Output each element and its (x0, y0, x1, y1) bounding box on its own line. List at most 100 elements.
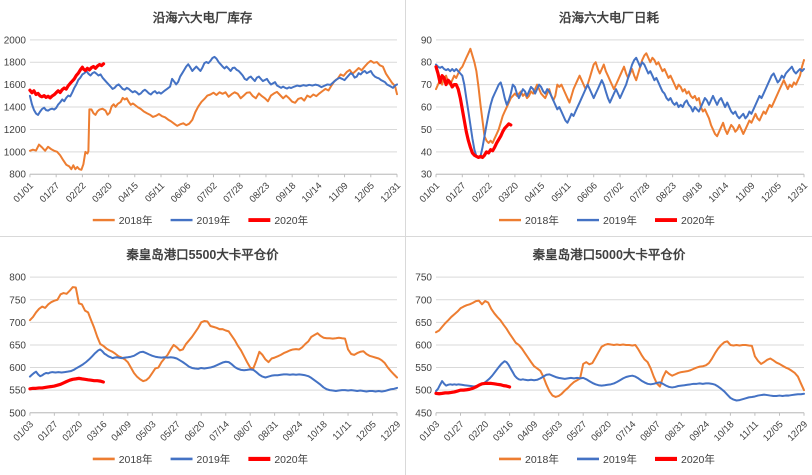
legend-label-2018: 2018年 (119, 453, 153, 466)
y-tick-label: 2000 (4, 35, 27, 46)
legend-label-2018: 2018年 (525, 214, 559, 227)
y-tick-label: 40 (421, 147, 433, 158)
x-tick-label: 08/31 (256, 419, 281, 444)
x-tick-label: 12/05 (354, 419, 379, 444)
legend-label-2018: 2018年 (525, 453, 559, 466)
inventory-chart: 沿海六大电厂库存 800 1000 1200 1400 1600 1800 2000 01/0… (4, 10, 403, 227)
y-tick-label: 1000 (4, 147, 27, 158)
legend-label-2019: 2019年 (197, 453, 231, 466)
y-tick-label: 70 (421, 80, 433, 91)
legend-label-2018: 2018年 (119, 214, 153, 227)
y-tick-label: 30 (421, 170, 433, 181)
chart-legend: 2018年 2019年 2020年 (92, 453, 308, 466)
x-tick-label: 12/29 (786, 419, 811, 444)
x-tick-label: 07/14 (614, 419, 639, 444)
y-tick-label: 750 (9, 295, 26, 306)
x-tick-label: 01/01 (418, 181, 443, 205)
x-tick-label: 09/24 (687, 419, 712, 444)
series-line-2019年 (435, 56, 805, 159)
y-tick-label: 600 (415, 340, 432, 351)
x-tick-label: 08/23 (248, 181, 273, 205)
x-tick-label: 06/20 (183, 419, 208, 444)
x-tick-label: 04/15 (116, 181, 141, 205)
chart-title: 沿海六大电厂日耗 (558, 10, 659, 25)
x-tick-label: 02/20 (60, 419, 85, 444)
legend-label-2020: 2020年 (681, 214, 715, 227)
y-tick-label: 550 (415, 363, 432, 374)
x-tick-label: 04/15 (523, 181, 548, 205)
x-tick-label: 12/31 (379, 181, 404, 205)
x-tick-label: 12/05 (352, 181, 377, 205)
y-tick-label: 1600 (4, 80, 27, 91)
x-tick-label: 10/14 (300, 181, 325, 205)
x-tick-label: 12/31 (786, 181, 811, 205)
x-tick-label: 01/27 (442, 419, 467, 444)
x-tick-label: 06/20 (589, 419, 614, 444)
legend-label-2019: 2019年 (603, 214, 637, 227)
x-tick-label: 07/28 (221, 181, 246, 205)
chart-panel-inventory: 沿海六大电厂库存 800 1000 1200 1400 1600 1800 2000 01/0… (0, 0, 406, 237)
y-tick-label: 450 (415, 408, 432, 419)
series-line-2018年 (28, 59, 399, 171)
x-tick-label: 02/22 (64, 181, 89, 205)
x-tick-label: 08/31 (663, 419, 688, 444)
x-tick-label: 02/22 (470, 181, 495, 205)
legend-label-2020: 2020年 (274, 214, 308, 227)
x-tick-label: 05/03 (540, 419, 565, 444)
x-tick-label: 11/11 (737, 419, 761, 443)
y-tick-label: 650 (415, 318, 432, 329)
x-tick-label: 10/18 (712, 419, 737, 444)
legend-label-2019: 2019年 (197, 214, 231, 227)
x-tick-label: 09/18 (680, 181, 705, 205)
chart-title: 秦皇岛港口5000大卡平仓价 (532, 247, 686, 262)
y-tick-label: 500 (9, 408, 26, 419)
y-tick-label: 750 (415, 273, 432, 284)
x-tick-label: 09/18 (274, 181, 299, 205)
x-tick-label: 08/23 (654, 181, 679, 205)
x-tick-label: 06/06 (575, 181, 600, 205)
x-tick-label: 03/16 (491, 419, 516, 444)
x-tick-label: 12/05 (761, 419, 786, 444)
x-tick-label: 09/24 (281, 419, 306, 444)
x-tick-label: 05/11 (549, 181, 573, 205)
x-tick-label: 05/27 (158, 419, 183, 444)
x-tick-label: 12/29 (379, 419, 404, 444)
y-tick-label: 600 (9, 363, 26, 374)
x-tick-label: 11/09 (733, 181, 757, 205)
y-tick-label: 700 (415, 295, 432, 306)
x-tick-label: 01/01 (12, 181, 37, 205)
plot-area: 450 500 550 600 650 700 750 01/03 01/27 02/20 03/1… (415, 273, 810, 444)
x-tick-label: 06/06 (169, 181, 194, 205)
plot-area: 800 1000 1200 1400 1600 1800 2000 01/01 01/27 02/… (4, 35, 403, 205)
legend-label-2019: 2019年 (603, 453, 637, 466)
x-tick-label: 01/27 (38, 181, 63, 205)
y-tick-label: 800 (9, 170, 26, 181)
chart-panel-daily-consumption: 沿海六大电厂日耗 30 40 50 60 70 80 90 01/01 01/27 02/22 03… (406, 0, 812, 237)
chart-legend: 2018年 2019年 2020年 (92, 214, 308, 227)
x-tick-label: 07/28 (628, 181, 653, 205)
x-tick-label: 08/07 (232, 419, 257, 444)
y-tick-label: 80 (421, 58, 433, 69)
x-tick-label: 10/14 (707, 181, 732, 205)
x-tick-label: 05/27 (565, 419, 590, 444)
y-tick-label: 700 (9, 318, 26, 329)
price-5500-chart: 秦皇岛港口5500大卡平仓价 500 550 600 650 700 750 800 01/0… (9, 247, 404, 466)
daily-consumption-chart: 沿海六大电厂日耗 30 40 50 60 70 80 90 01/01 01/27 02/22 03… (418, 10, 811, 227)
x-tick-label: 02/20 (467, 419, 492, 444)
x-tick-label: 08/07 (638, 419, 663, 444)
chart-title: 沿海六大电厂库存 (152, 10, 253, 25)
legend-label-2020: 2020年 (274, 453, 308, 466)
x-tick-label: 11/11 (331, 419, 355, 443)
series-line-2020年 (28, 62, 106, 100)
x-tick-label: 01/27 (36, 419, 61, 444)
chart-panel-price-5000: 秦皇岛港口5000大卡平仓价 450 500 550 600 650 700 750 01/0… (406, 237, 812, 475)
series-line-2018年 (435, 47, 805, 144)
price-5000-chart: 秦皇岛港口5000大卡平仓价 450 500 550 600 650 700 750 01/0… (415, 247, 810, 466)
x-tick-label: 01/27 (444, 181, 469, 205)
x-tick-label: 04/09 (516, 419, 541, 444)
x-tick-label: 05/11 (143, 181, 167, 205)
chart-legend: 2018年 2019年 2020年 (499, 214, 715, 227)
y-tick-label: 550 (9, 386, 26, 397)
